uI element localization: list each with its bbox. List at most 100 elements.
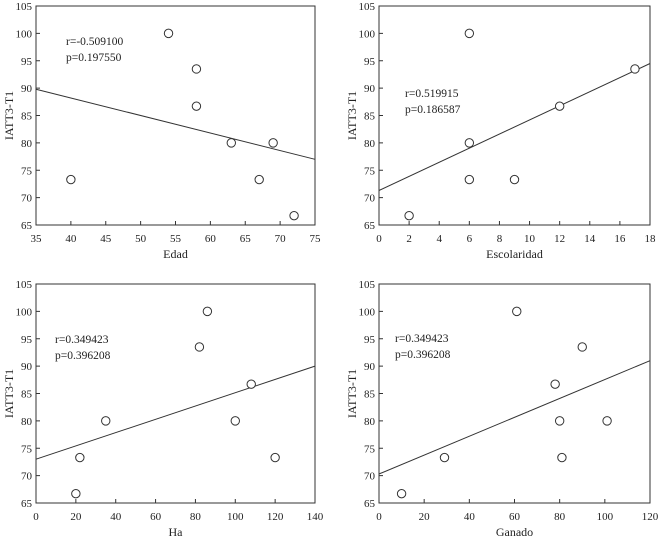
data-point (550, 379, 560, 389)
y-tick-label: 80 (364, 138, 376, 150)
r-value-label: r=0.349423 (395, 333, 449, 345)
x-tick-label: 60 (205, 233, 217, 245)
chart-panel-ha: 0 20 40 60 80 100 120 140 65 70 75 80 85 90 95 100 105 Ha… (2, 279, 324, 539)
data-point (202, 306, 213, 317)
x-tick-label: 10 (524, 233, 536, 245)
x-tick-label: 2 (406, 233, 412, 245)
x-tick-label: 40 (464, 511, 476, 523)
data-point (268, 138, 278, 148)
data-point (464, 174, 475, 185)
data-point (602, 416, 612, 426)
x-tick-label: 18 (645, 233, 657, 245)
x-tick-label: 80 (190, 511, 202, 523)
y-tick-label: 85 (364, 111, 376, 123)
x-tick-label: 35 (31, 233, 43, 245)
data-point (512, 306, 522, 317)
data-point (464, 138, 475, 148)
y-tick-label: 90 (364, 83, 376, 95)
x-tick-label: 120 (267, 511, 284, 523)
data-point (226, 138, 237, 148)
p-value-label: p=0.396208 (395, 349, 451, 361)
y-tick-label: 75 (364, 165, 376, 177)
regression-line (35, 365, 316, 460)
data-point (289, 210, 299, 221)
y-tick-label: 90 (21, 83, 33, 95)
data-point (554, 416, 565, 426)
x-tick-label: 8 (497, 233, 503, 245)
data-point (191, 101, 202, 111)
data-point (557, 452, 567, 463)
x-tick-label: 80 (554, 511, 566, 523)
p-value-label: p=0.186587 (405, 104, 461, 116)
data-point (630, 64, 640, 74)
plot-frame (378, 283, 651, 504)
r-value-label: r=0.349423 (55, 334, 109, 346)
data-point (439, 452, 450, 463)
y-tick-label: 100 (359, 28, 376, 40)
y-tick-label: 105 (16, 279, 33, 291)
y-tick-label: 80 (21, 138, 33, 150)
data-point (71, 488, 81, 499)
x-tick-label: 40 (65, 233, 77, 245)
y-axis-title: IATT3-T1 (2, 369, 16, 418)
x-tick-label: 65 (240, 233, 252, 245)
y-tick-label: 100 (16, 28, 33, 40)
y-tick-label: 70 (364, 471, 376, 483)
x-tick-label: 16 (614, 233, 626, 245)
x-tick-label: 20 (70, 511, 82, 523)
p-value-label: p=0.197550 (66, 52, 122, 64)
y-tick-label: 105 (359, 279, 376, 291)
x-tick-label: 0 (376, 233, 382, 245)
r-value-label: r=0.519915 (405, 88, 459, 100)
y-tick-label: 85 (21, 111, 33, 123)
x-tick-label: 20 (419, 511, 431, 523)
chart-panel-edad: 35 40 45 50 55 60 65 70 75 65 70 75 80 85 90 95 100 105 Ed… (2, 1, 321, 261)
data-point (404, 210, 414, 221)
x-axis-title: Ganado (496, 525, 533, 539)
data-point (101, 416, 111, 426)
y-tick-label: 70 (21, 193, 33, 205)
y-tick-label: 85 (21, 389, 33, 401)
y-axis-title: IATT3-T1 (345, 91, 359, 140)
x-tick-label: 140 (307, 511, 324, 523)
regression-line (378, 360, 651, 475)
y-tick-label: 95 (364, 56, 376, 68)
data-point (254, 174, 264, 185)
x-axis-title: Edad (163, 247, 188, 261)
x-tick-label: 4 (436, 233, 442, 245)
y-tick-label: 65 (364, 220, 376, 232)
y-tick-label: 80 (364, 416, 376, 428)
r-value-label: r=-0.509100 (66, 36, 124, 48)
x-axis-title: Ha (169, 525, 184, 539)
data-point (270, 452, 280, 463)
x-tick-label: 0 (33, 511, 39, 523)
data-point (230, 416, 240, 426)
y-axis-title: IATT3-T1 (2, 91, 16, 140)
y-tick-label: 95 (21, 56, 33, 68)
x-tick-label: 100 (597, 511, 614, 523)
y-tick-label: 95 (21, 334, 33, 346)
x-tick-label: 45 (100, 233, 112, 245)
data-point (66, 174, 76, 185)
y-tick-label: 100 (359, 306, 376, 318)
x-axis-title: Escolaridad (486, 247, 543, 261)
p-value-label: p=0.396208 (55, 350, 111, 362)
x-tick-label: 12 (554, 233, 565, 245)
y-tick-label: 75 (364, 443, 376, 455)
x-tick-label: 40 (110, 511, 122, 523)
data-point (246, 379, 256, 389)
x-tick-label: 120 (642, 511, 659, 523)
y-tick-label: 65 (21, 220, 33, 232)
data-point (191, 64, 202, 74)
y-tick-label: 95 (364, 334, 376, 346)
y-tick-label: 85 (364, 389, 376, 401)
y-tick-label: 105 (16, 1, 33, 13)
x-tick-label: 14 (584, 233, 596, 245)
chart-panel-ganado: 0 20 40 60 80 100 120 65 70 75 80 85 90 95 100 105 Ganad… (345, 279, 659, 539)
y-tick-label: 65 (364, 498, 376, 510)
x-tick-label: 50 (135, 233, 147, 245)
data-point (577, 342, 587, 352)
y-axis-title: IATT3-T1 (345, 369, 359, 418)
y-tick-label: 70 (364, 193, 376, 205)
